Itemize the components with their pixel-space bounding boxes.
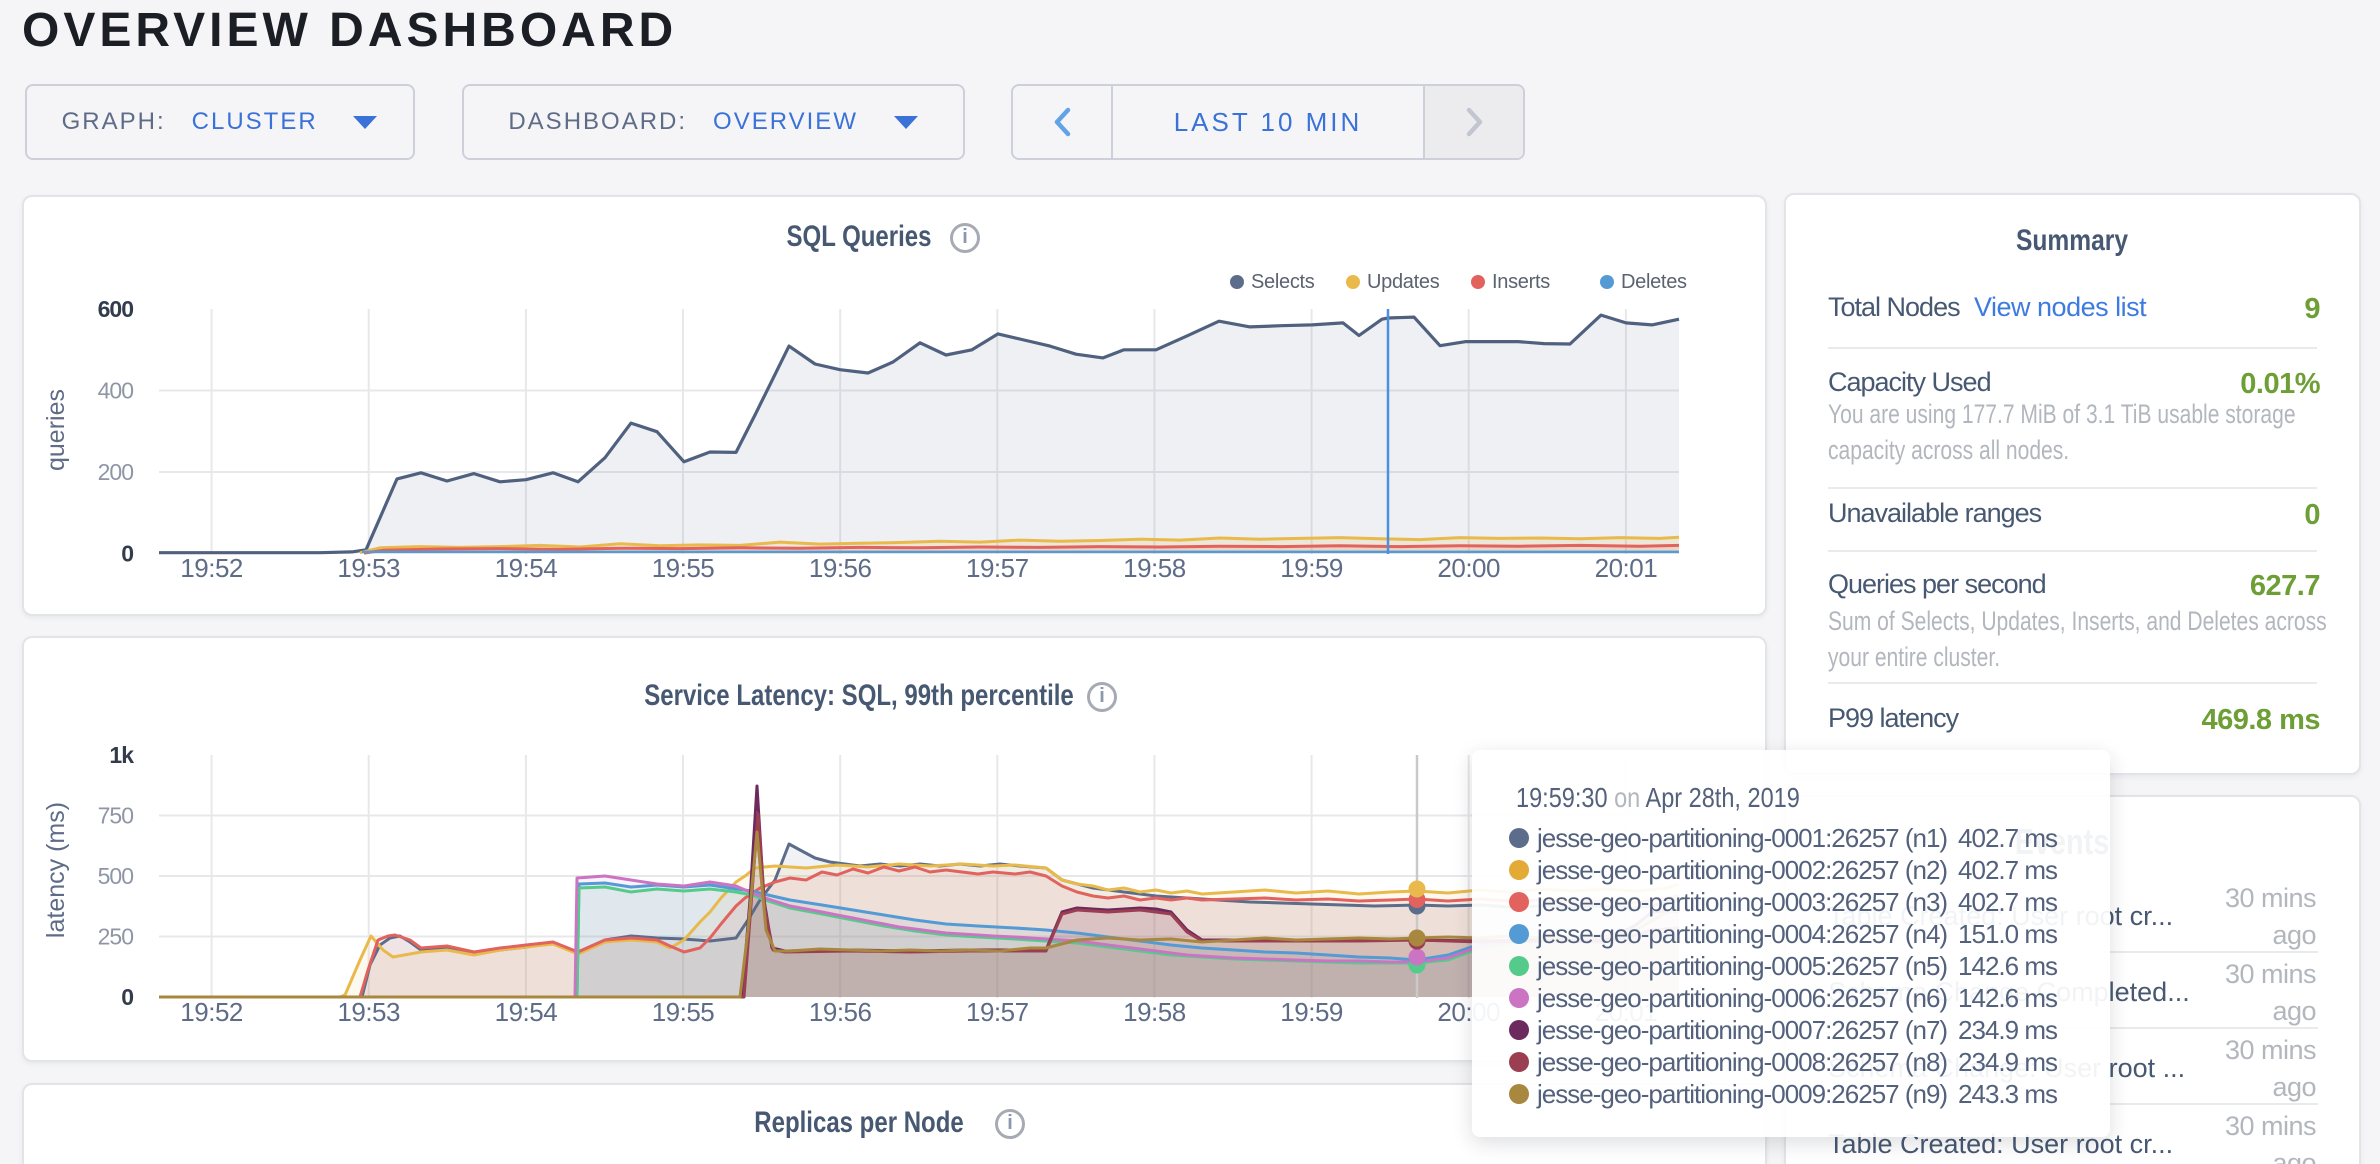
svg-text:19:53: 19:53 xyxy=(337,997,400,1027)
svg-text:20:01: 20:01 xyxy=(1595,553,1658,583)
svg-text:latency (ms): latency (ms) xyxy=(42,802,70,938)
svg-text:19:52: 19:52 xyxy=(180,997,243,1027)
svg-text:19:56: 19:56 xyxy=(809,553,872,583)
svg-text:19:53: 19:53 xyxy=(337,553,400,583)
svg-text:500: 500 xyxy=(98,863,134,889)
svg-text:750: 750 xyxy=(98,803,134,829)
svg-text:queries: queries xyxy=(42,389,70,471)
svg-text:19:57: 19:57 xyxy=(966,997,1029,1027)
svg-text:600: 600 xyxy=(98,296,134,322)
svg-text:19:54: 19:54 xyxy=(495,997,558,1027)
svg-text:19:57: 19:57 xyxy=(966,553,1029,583)
svg-text:1k: 1k xyxy=(109,742,134,768)
svg-text:20:00: 20:00 xyxy=(1437,553,1500,583)
svg-text:200: 200 xyxy=(98,459,134,485)
svg-text:19:58: 19:58 xyxy=(1123,997,1186,1027)
svg-text:250: 250 xyxy=(98,924,134,950)
svg-text:19:59: 19:59 xyxy=(1280,997,1343,1027)
svg-text:0: 0 xyxy=(121,541,133,567)
svg-text:19:58: 19:58 xyxy=(1123,553,1186,583)
svg-text:19:56: 19:56 xyxy=(809,997,872,1027)
svg-text:0: 0 xyxy=(121,984,133,1010)
svg-text:19:59: 19:59 xyxy=(1280,553,1343,583)
svg-text:19:55: 19:55 xyxy=(652,997,715,1027)
svg-text:19:52: 19:52 xyxy=(180,553,243,583)
svg-text:19:54: 19:54 xyxy=(495,553,558,583)
svg-text:400: 400 xyxy=(98,378,134,404)
svg-text:19:55: 19:55 xyxy=(652,553,715,583)
